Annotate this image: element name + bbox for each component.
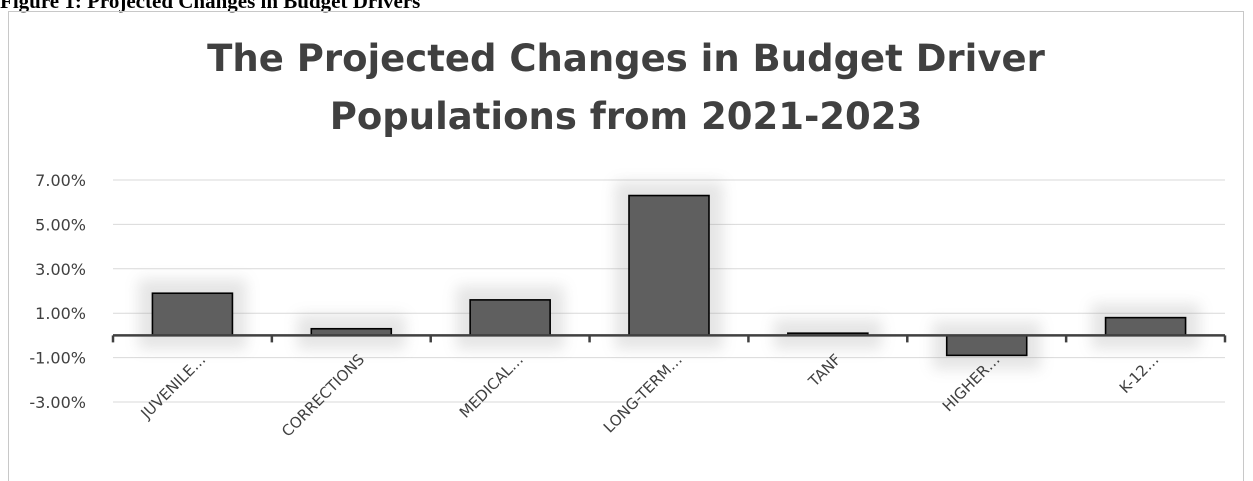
bar bbox=[628, 194, 710, 337]
y-tick-label: 5.00% bbox=[35, 215, 86, 234]
y-tick-label: 3.00% bbox=[35, 260, 86, 279]
x-tick-label: CORRECTIONS bbox=[278, 351, 368, 441]
bar bbox=[151, 292, 234, 337]
x-tick-label: MEDICAL… bbox=[456, 351, 527, 422]
x-axis bbox=[111, 334, 1227, 343]
y-axis-tick-labels: 7.00% 5.00% 3.00% 1.00% -1.00% -3.00% bbox=[29, 171, 86, 412]
figure-caption: Figure 1: Projected Changes in Budget Dr… bbox=[0, 0, 421, 13]
chart-title-line-1: The Projected Changes in Budget Driver bbox=[207, 37, 1045, 80]
y-tick-label: 1.00% bbox=[35, 304, 86, 323]
bar bbox=[945, 334, 1028, 357]
y-tick-label: -1.00% bbox=[29, 349, 86, 368]
x-tick-label: LONG-TERM… bbox=[600, 351, 686, 437]
y-tick-label: -3.00% bbox=[29, 393, 86, 412]
y-tick-label: 7.00% bbox=[35, 171, 86, 190]
bar bbox=[1104, 316, 1187, 337]
x-tick-label: TANF bbox=[804, 351, 844, 391]
chart-area bbox=[8, 11, 1244, 481]
chart-title: The Projected Changes in Budget Driver P… bbox=[8, 30, 1244, 146]
bar bbox=[469, 299, 551, 337]
x-tick-label: JUVENILE… bbox=[137, 351, 210, 424]
chart-title-line-2: Populations from 2021-2023 bbox=[329, 95, 923, 138]
